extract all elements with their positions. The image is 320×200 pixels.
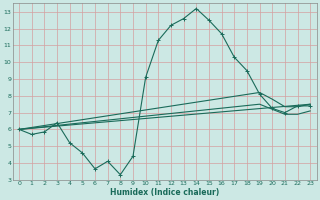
X-axis label: Humidex (Indice chaleur): Humidex (Indice chaleur)	[110, 188, 219, 197]
